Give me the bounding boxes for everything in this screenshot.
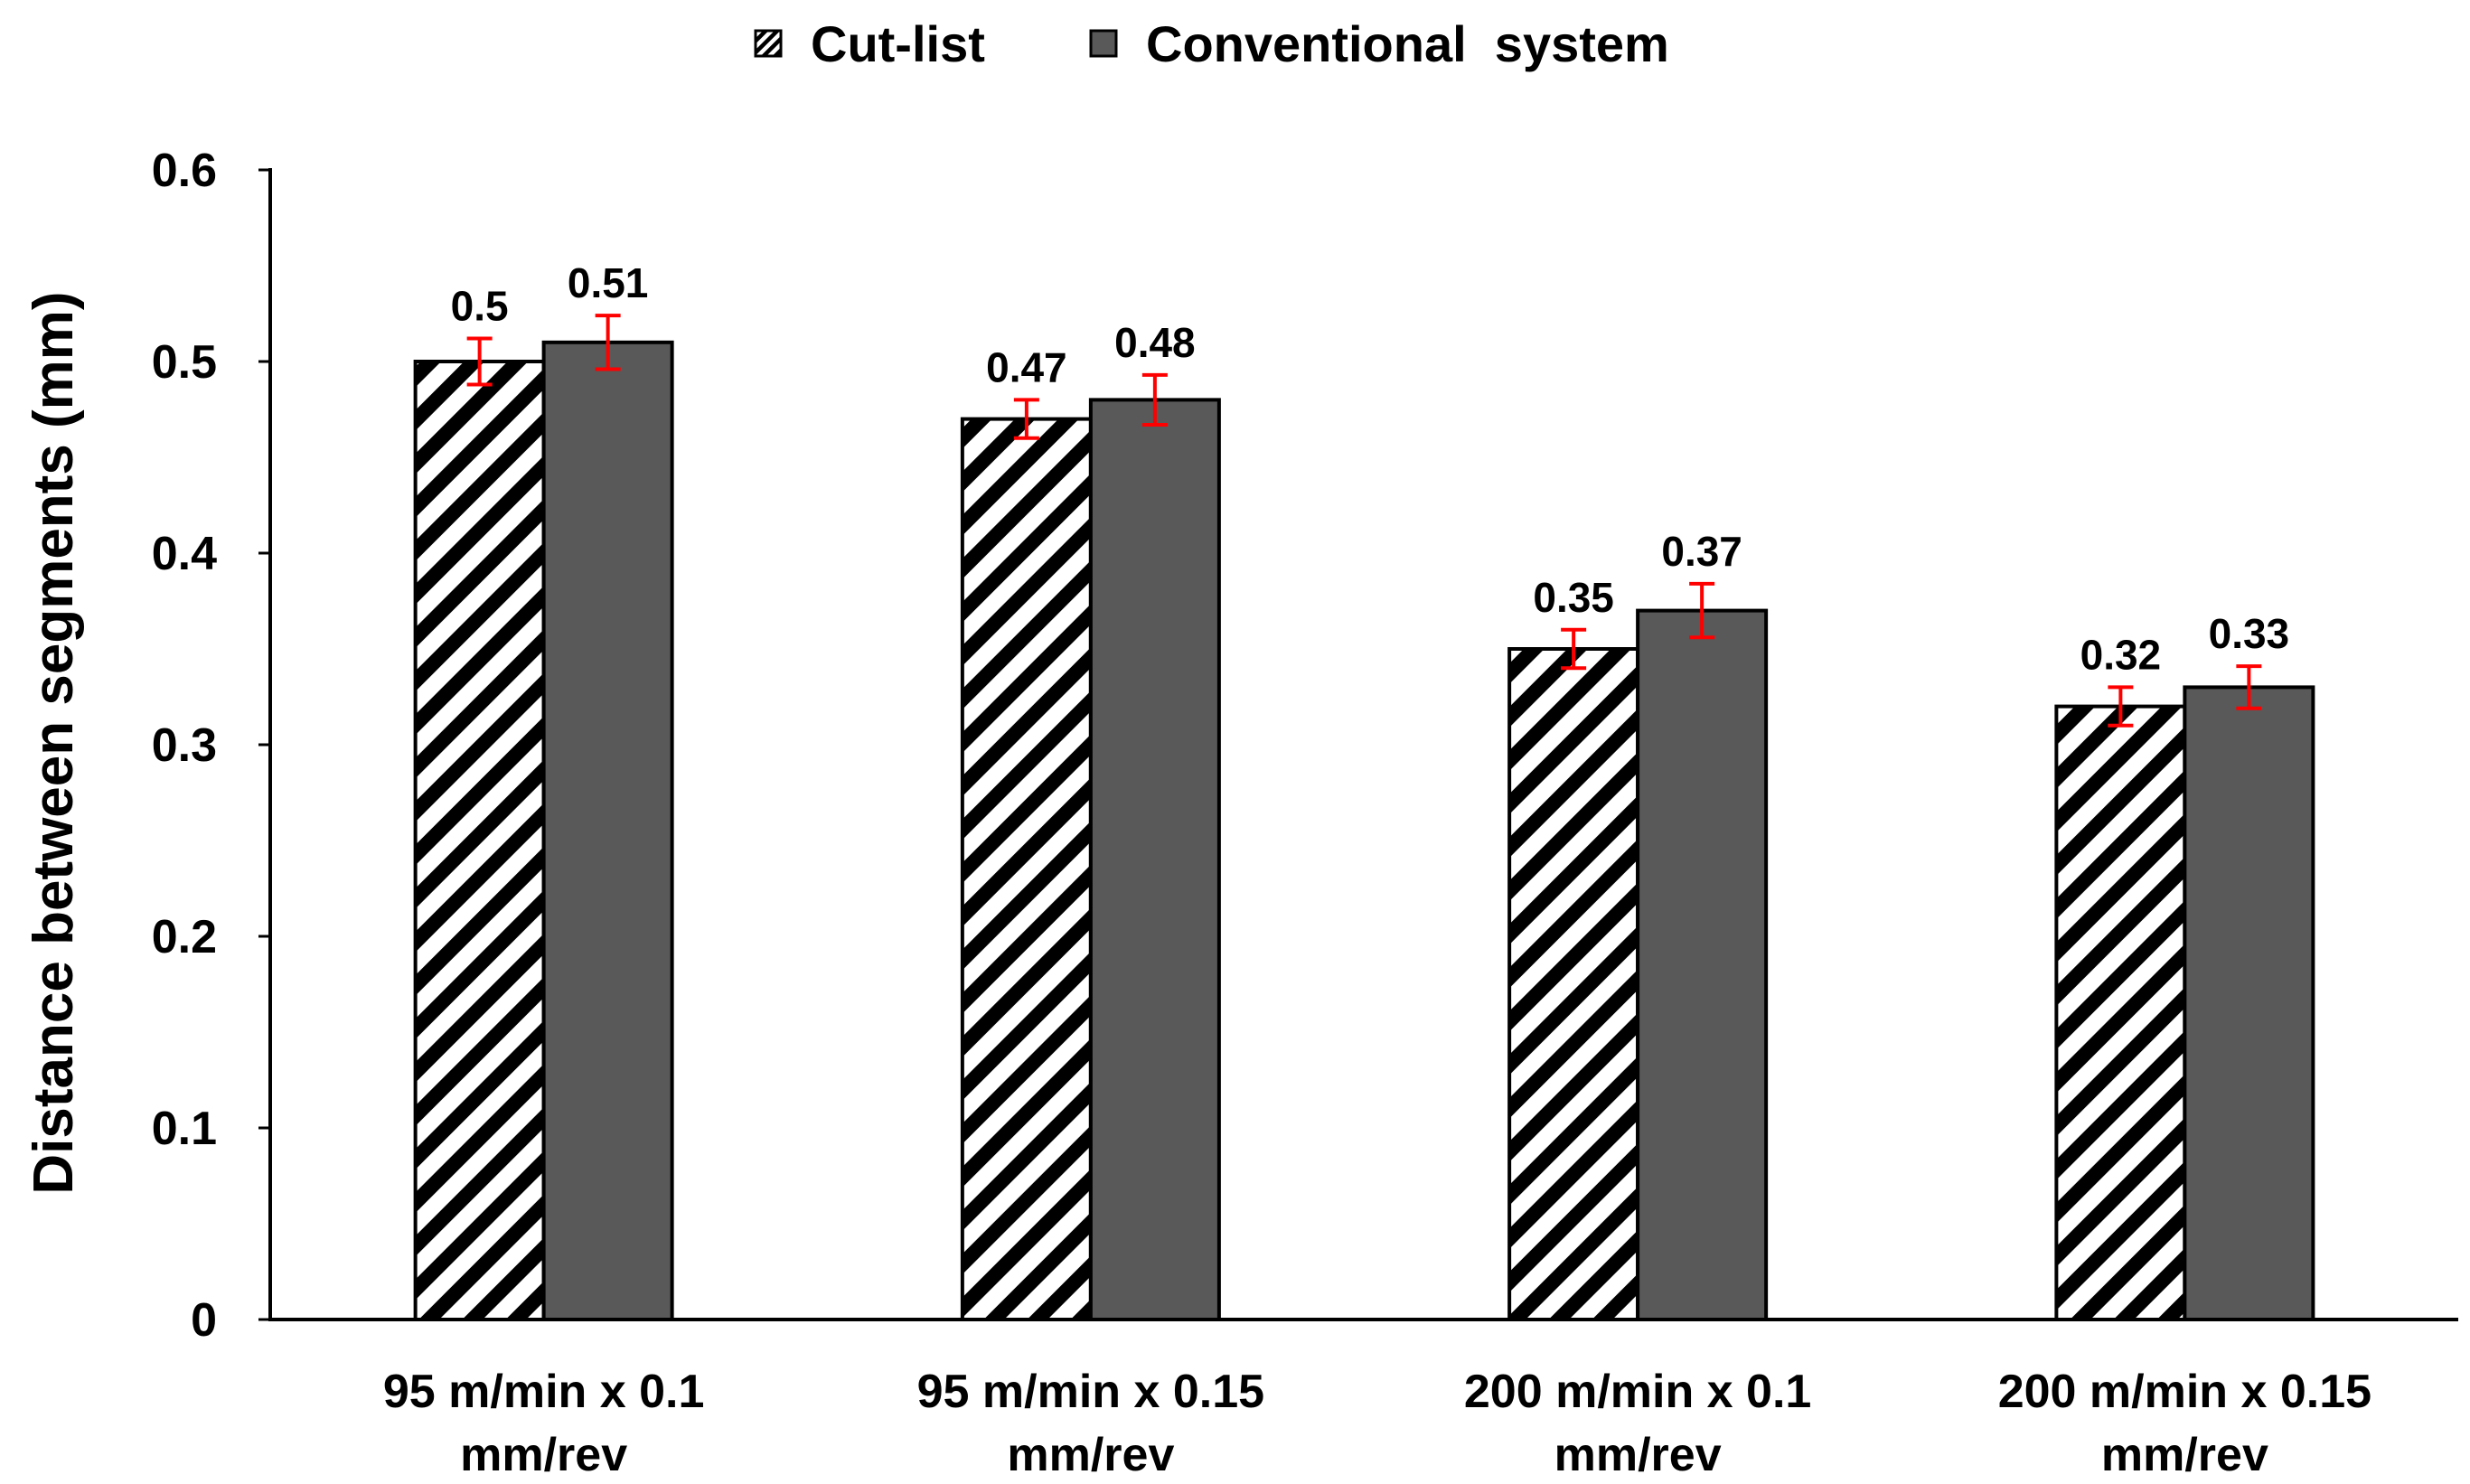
- y-tick-label: 0.3: [152, 719, 217, 772]
- bar-cut-list: [1507, 647, 1640, 1321]
- data-label: 0.5: [451, 283, 509, 330]
- x-axis-labels: 95 m/min x 0.1 mm/rev 95 m/min x 0.15 mm/re…: [383, 1366, 2371, 1481]
- data-label: 0.47: [986, 343, 1067, 390]
- x-category-label: mm/rev: [1007, 1429, 1174, 1481]
- x-category-label: mm/rev: [1554, 1429, 1722, 1481]
- x-category-label: 200 m/min x 0.15: [1998, 1366, 2371, 1418]
- y-tick-label: 0.2: [152, 911, 217, 963]
- y-tick-label: 0.6: [152, 145, 217, 197]
- bar-conventional-system: [1088, 398, 1221, 1321]
- data-label: 0.37: [1661, 528, 1742, 575]
- x-category-label: 95 m/min x 0.15: [917, 1366, 1264, 1418]
- bar-conventional-system: [1636, 608, 1769, 1321]
- data-labels: 0.5 0.51 0.47 0.48 0.35 0.37 0.32 0.33: [451, 259, 2289, 678]
- y-tick-label: 0.4: [152, 528, 217, 580]
- y-axis-ticks: 0 0.1 0.2 0.3 0.4 0.5 0.6: [152, 145, 270, 1347]
- legend-label-cut-list: Cut-list: [811, 15, 985, 72]
- error-bars: [466, 314, 2262, 728]
- data-label: 0.51: [568, 259, 649, 306]
- data-label: 0.32: [2080, 631, 2162, 678]
- x-category-label: mm/rev: [2101, 1429, 2268, 1481]
- data-label: 0.35: [1533, 574, 1614, 621]
- y-tick-label: 0: [191, 1294, 217, 1347]
- y-tick-label: 0.5: [152, 336, 217, 389]
- bar-cut-list: [413, 360, 546, 1321]
- bars: [413, 340, 2315, 1322]
- y-tick-label: 0.1: [152, 1103, 217, 1155]
- legend: Cut-list Conventional system: [754, 15, 1669, 72]
- x-category-label: mm/rev: [460, 1429, 627, 1481]
- legend-swatch-conventional-system: [1089, 29, 1118, 58]
- x-category-label: 95 m/min x 0.1: [383, 1366, 705, 1418]
- x-category-label: 200 m/min x 0.1: [1464, 1366, 1811, 1418]
- bar-conventional-system: [2183, 685, 2315, 1321]
- bar-conventional-system: [541, 340, 674, 1321]
- data-label: 0.48: [1114, 319, 1196, 366]
- bar-cut-list: [960, 417, 1093, 1322]
- data-label: 0.33: [2209, 610, 2290, 657]
- legend-label-conventional-system: Conventional system: [1146, 15, 1669, 72]
- y-axis-title: Distance between segments (mm): [23, 291, 85, 1194]
- bar-cut-list: [2054, 704, 2187, 1321]
- legend-swatch-cut-list: [754, 29, 783, 58]
